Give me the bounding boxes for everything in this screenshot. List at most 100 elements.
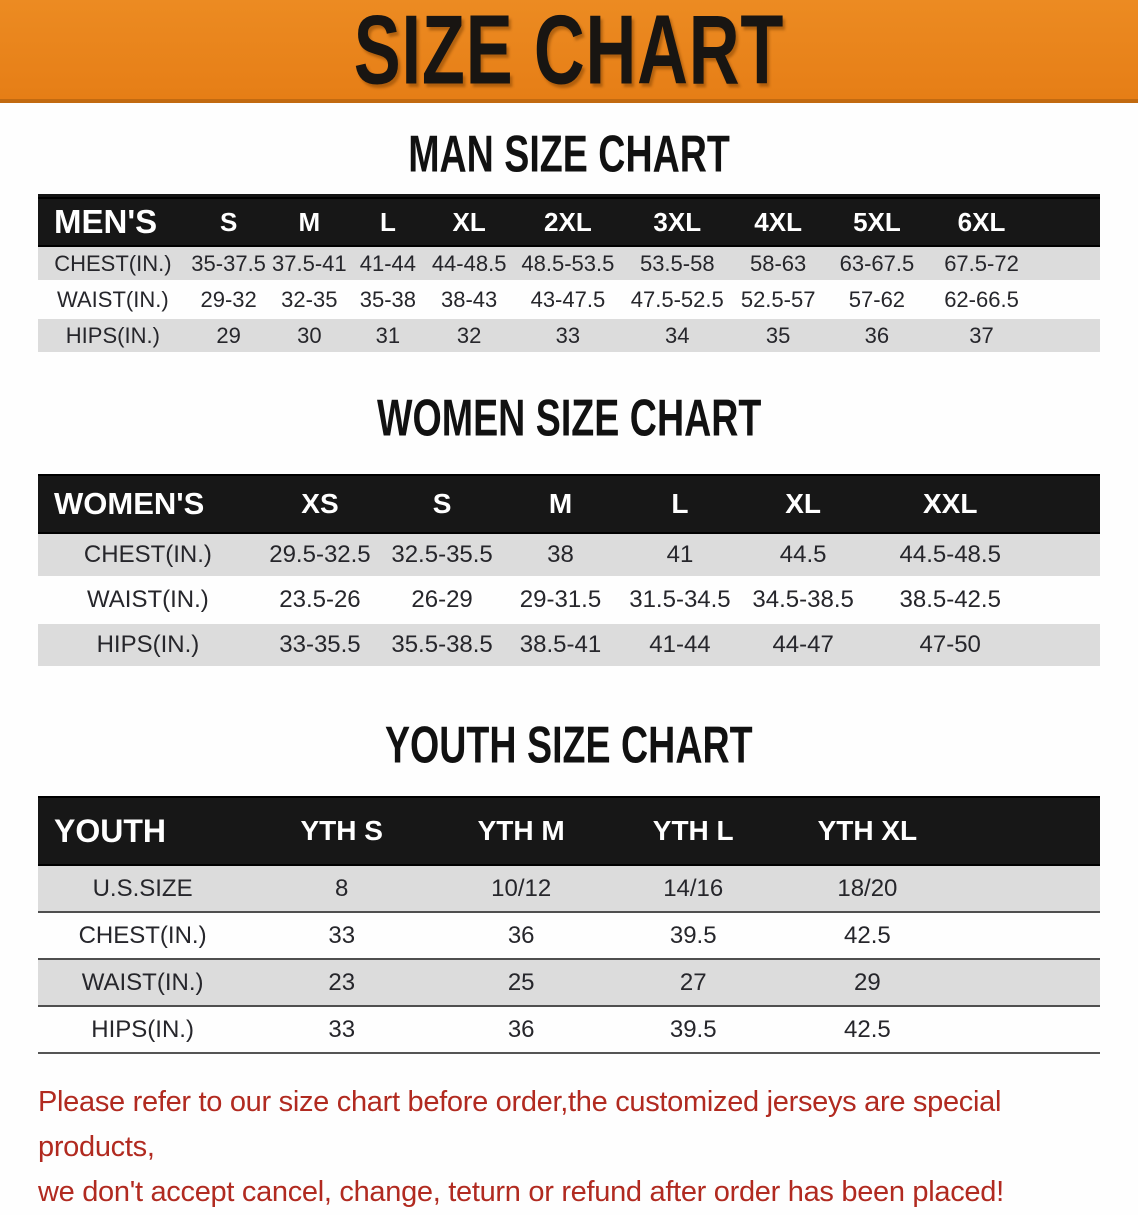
men-column-header: 3XL (624, 197, 731, 247)
men-size-value: 43-47.5 (511, 283, 625, 319)
women-size-value: 34.5-38.5 (741, 579, 866, 624)
youth-section-heading: YOUTH SIZE CHART (0, 715, 1138, 774)
men-section-heading-text: MAN SIZE CHART (408, 124, 730, 183)
women-size-value: 47-50 (865, 624, 1036, 669)
youth-size-value: 8 (247, 866, 437, 911)
women-size-value: 29.5-32.5 (257, 534, 383, 579)
women-size-value: 29-31.5 (502, 579, 619, 624)
women-header-filler (1035, 474, 1100, 534)
women-measurement-row: HIPS(IN.) 33-35.5 35.5-38.5 38.5-41 41-44 44-… (38, 624, 1100, 669)
men-size-value: 52.5-57 (730, 283, 826, 319)
men-size-value: 53.5-58 (624, 247, 731, 283)
youth-measurement-row: CHEST(IN.) 33 36 39.5 42.5 (38, 911, 1100, 958)
men-column-header: L (349, 197, 427, 247)
women-size-value: 41-44 (618, 624, 742, 669)
youth-size-value: 42.5 (780, 911, 955, 958)
youth-row-filler (954, 911, 1100, 958)
women-column-header: M (502, 474, 619, 534)
men-size-value: 35-38 (349, 283, 427, 319)
women-row-filler (1035, 579, 1100, 624)
men-size-value: 58-63 (730, 247, 826, 283)
men-size-value: 29 (187, 319, 270, 355)
women-size-value: 35.5-38.5 (382, 624, 503, 669)
youth-column-header: YTH S (247, 796, 437, 866)
women-column-header: XL (741, 474, 866, 534)
women-column-header: XS (257, 474, 383, 534)
men-size-value: 33 (511, 319, 625, 355)
women-size-value: 44.5 (741, 534, 866, 579)
men-size-value: 29-32 (187, 283, 270, 319)
youth-row-label: HIPS(IN.) (38, 1005, 248, 1054)
men-measurement-row: WAIST(IN.) 29-32 32-35 35-38 38-43 43-47.5 47.… (38, 283, 1100, 319)
youth-size-value: 36 (436, 911, 607, 958)
men-size-value: 48.5-53.5 (511, 247, 625, 283)
men-measurement-row: HIPS(IN.) 29 30 31 32 33 34 35 36 37 (38, 319, 1100, 355)
women-size-table: WOMEN'S XS S M L XL XXL CHEST(IN.) 29.5-32.5 32.5… (38, 474, 1100, 669)
youth-row-filler (954, 958, 1100, 1005)
youth-corner-label: YOUTH (38, 796, 248, 866)
youth-row-label: U.S.SIZE (38, 866, 248, 911)
women-measurement-row: WAIST(IN.) 23.5-26 26-29 29-31.5 31.5-34.5 34… (38, 579, 1100, 624)
women-row-filler (1035, 534, 1100, 579)
men-size-value: 47.5-52.5 (624, 283, 731, 319)
youth-row-filler (954, 1005, 1100, 1054)
youth-size-value: 14/16 (606, 866, 781, 911)
men-row-filler (1035, 319, 1100, 355)
youth-size-value: 33 (247, 911, 437, 958)
men-row-label: CHEST(IN.) (38, 247, 188, 283)
youth-header-row: YOUTH YTH S YTH M YTH L YTH XL (38, 796, 1100, 866)
youth-section-heading-text: YOUTH SIZE CHART (385, 715, 753, 774)
men-size-value: 67.5-72 (927, 247, 1036, 283)
men-row-label: WAIST(IN.) (38, 283, 188, 319)
women-row-label: HIPS(IN.) (38, 624, 258, 669)
women-size-value: 23.5-26 (257, 579, 383, 624)
youth-size-value: 23 (247, 958, 437, 1005)
youth-column-header: YTH XL (780, 796, 955, 866)
women-size-value: 44-47 (741, 624, 866, 669)
youth-measurement-row: WAIST(IN.) 23 25 27 29 (38, 958, 1100, 1005)
men-header-row: MEN'S S M L XL 2XL 3XL 4XL 5XL 6XL (38, 197, 1100, 247)
men-size-value: 63-67.5 (825, 247, 928, 283)
women-measurement-row: CHEST(IN.) 29.5-32.5 32.5-35.5 38 41 44.5 44.5… (38, 534, 1100, 579)
youth-row-label: WAIST(IN.) (38, 958, 248, 1005)
women-size-value: 32.5-35.5 (382, 534, 503, 579)
banner-title: SIZE CHART (353, 0, 785, 105)
men-measurement-row: CHEST(IN.) 35-37.5 37.5-41 41-44 44-48.5 48.5… (38, 247, 1100, 283)
men-size-value: 32 (426, 319, 512, 355)
women-size-value: 31.5-34.5 (618, 579, 742, 624)
men-header-filler (1035, 197, 1100, 247)
men-size-value: 31 (349, 319, 427, 355)
youth-row-filler (954, 866, 1100, 911)
men-size-value: 57-62 (825, 283, 928, 319)
men-column-header: S (187, 197, 270, 247)
youth-size-value: 18/20 (780, 866, 955, 911)
men-row-label: HIPS(IN.) (38, 319, 188, 355)
women-row-filler (1035, 624, 1100, 669)
men-column-header: 6XL (927, 197, 1036, 247)
youth-size-value: 39.5 (606, 911, 781, 958)
men-size-value: 36 (825, 319, 928, 355)
women-size-value: 38.5-41 (502, 624, 619, 669)
men-size-value: 35 (730, 319, 826, 355)
men-column-header: XL (426, 197, 512, 247)
men-size-section: MAN SIZE CHART MEN'S S M L XL 2XL 3XL 4XL 5XL 6XL… (0, 124, 1138, 355)
women-size-value: 38.5-42.5 (865, 579, 1036, 624)
men-size-value: 38-43 (426, 283, 512, 319)
men-corner-label: MEN'S (38, 197, 188, 247)
youth-size-value: 29 (780, 958, 955, 1005)
women-corner-label: WOMEN'S (38, 474, 258, 534)
women-row-label: CHEST(IN.) (38, 534, 258, 579)
women-section-heading-text: WOMEN SIZE CHART (376, 388, 762, 447)
women-column-header: L (618, 474, 742, 534)
youth-header-filler (954, 796, 1100, 866)
youth-size-section: YOUTH SIZE CHART YOUTH YTH S YTH M YTH L YTH… (0, 715, 1138, 1054)
women-size-value: 44.5-48.5 (865, 534, 1036, 579)
men-size-value: 35-37.5 (187, 247, 270, 283)
women-row-label: WAIST(IN.) (38, 579, 258, 624)
men-size-value: 44-48.5 (426, 247, 512, 283)
men-row-filler (1035, 283, 1100, 319)
men-column-header: 5XL (825, 197, 928, 247)
women-section-heading: WOMEN SIZE CHART (0, 388, 1138, 447)
youth-column-header: YTH L (606, 796, 781, 866)
men-size-value: 34 (624, 319, 731, 355)
